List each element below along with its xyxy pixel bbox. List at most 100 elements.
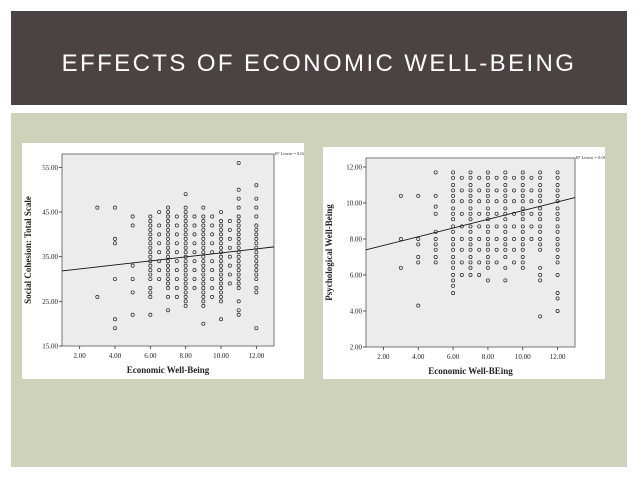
data-point <box>520 265 525 270</box>
data-point <box>192 268 197 273</box>
data-point <box>219 232 223 237</box>
data-point <box>236 187 241 192</box>
data-point <box>529 199 534 204</box>
data-point <box>201 232 206 237</box>
data-point <box>468 193 473 198</box>
data-point <box>254 223 259 228</box>
data-point <box>485 237 490 241</box>
data-point <box>555 211 560 216</box>
data-point <box>433 242 438 247</box>
data-point <box>468 260 473 265</box>
data-point <box>236 286 241 290</box>
data-point <box>520 175 525 180</box>
data-point <box>192 250 197 255</box>
data-point <box>451 260 456 265</box>
data-point <box>201 205 206 210</box>
data-point <box>113 241 117 246</box>
data-point <box>254 326 259 331</box>
data-point <box>166 219 170 223</box>
data-point <box>227 254 232 259</box>
data-point <box>183 259 188 264</box>
data-point <box>468 170 473 175</box>
data-point <box>451 283 456 288</box>
data-point <box>174 214 179 219</box>
y-axis-label: Social Cohesion: Total Scale <box>23 196 33 304</box>
data-point <box>227 272 232 277</box>
data-point <box>503 278 508 283</box>
data-point <box>219 294 223 299</box>
data-point <box>219 236 223 241</box>
data-point <box>148 254 153 259</box>
x-axis-label: Economic Well-BEing <box>428 366 513 376</box>
data-point <box>183 272 188 277</box>
data-point <box>503 183 508 187</box>
y-tick-label: 8.00 <box>350 236 363 244</box>
x-tick-label: 10.00 <box>515 353 531 361</box>
data-point <box>451 188 456 193</box>
data-point <box>183 241 188 246</box>
data-point <box>192 286 197 290</box>
data-point <box>512 224 516 229</box>
data-point <box>236 232 241 237</box>
data-point <box>459 188 464 193</box>
data-point <box>459 273 464 277</box>
data-point <box>538 237 543 241</box>
data-point <box>555 242 560 247</box>
x-tick-label: 12.00 <box>550 353 566 361</box>
data-point <box>451 273 456 277</box>
data-point <box>130 214 135 219</box>
data-point <box>192 232 197 237</box>
data-point <box>529 188 534 193</box>
data-point <box>192 223 197 228</box>
data-point <box>512 188 516 193</box>
data-point <box>130 277 135 281</box>
data-point <box>219 272 223 277</box>
data-point <box>520 260 525 265</box>
data-point <box>201 263 206 268</box>
data-point <box>183 263 188 268</box>
data-point <box>503 242 508 247</box>
y-tick-label: 55.00 <box>42 164 58 172</box>
data-point <box>254 236 259 241</box>
data-point <box>503 224 508 229</box>
data-point <box>201 236 206 241</box>
data-point <box>236 236 241 241</box>
data-point <box>433 170 438 175</box>
data-point <box>555 296 560 301</box>
data-point <box>183 268 188 273</box>
data-point <box>183 210 188 214</box>
data-point <box>166 294 170 299</box>
data-point <box>166 308 170 313</box>
data-point <box>451 278 456 283</box>
data-point <box>485 193 490 198</box>
data-point <box>451 170 456 175</box>
data-point <box>236 245 241 250</box>
data-point <box>219 286 223 290</box>
data-point <box>227 245 232 250</box>
data-point <box>555 206 560 211</box>
data-point <box>485 206 490 211</box>
data-point <box>148 250 153 255</box>
data-point <box>201 223 206 228</box>
y-tick-label: 45.00 <box>42 209 58 217</box>
data-point <box>148 263 153 268</box>
data-point <box>210 268 215 273</box>
data-point <box>538 224 543 229</box>
data-point <box>398 193 403 198</box>
data-point <box>520 211 525 216</box>
data-point <box>157 277 162 281</box>
data-point <box>254 254 259 259</box>
data-point <box>485 242 490 247</box>
data-point <box>174 232 179 237</box>
x-tick-label: 2.00 <box>377 353 390 361</box>
data-point <box>174 250 179 255</box>
data-point <box>555 224 560 229</box>
data-point <box>148 277 153 281</box>
data-point <box>236 299 241 304</box>
data-point <box>201 268 206 273</box>
data-point <box>485 211 490 216</box>
data-point <box>113 326 117 331</box>
data-point <box>538 247 543 252</box>
data-point <box>236 214 241 219</box>
data-point <box>494 199 499 204</box>
